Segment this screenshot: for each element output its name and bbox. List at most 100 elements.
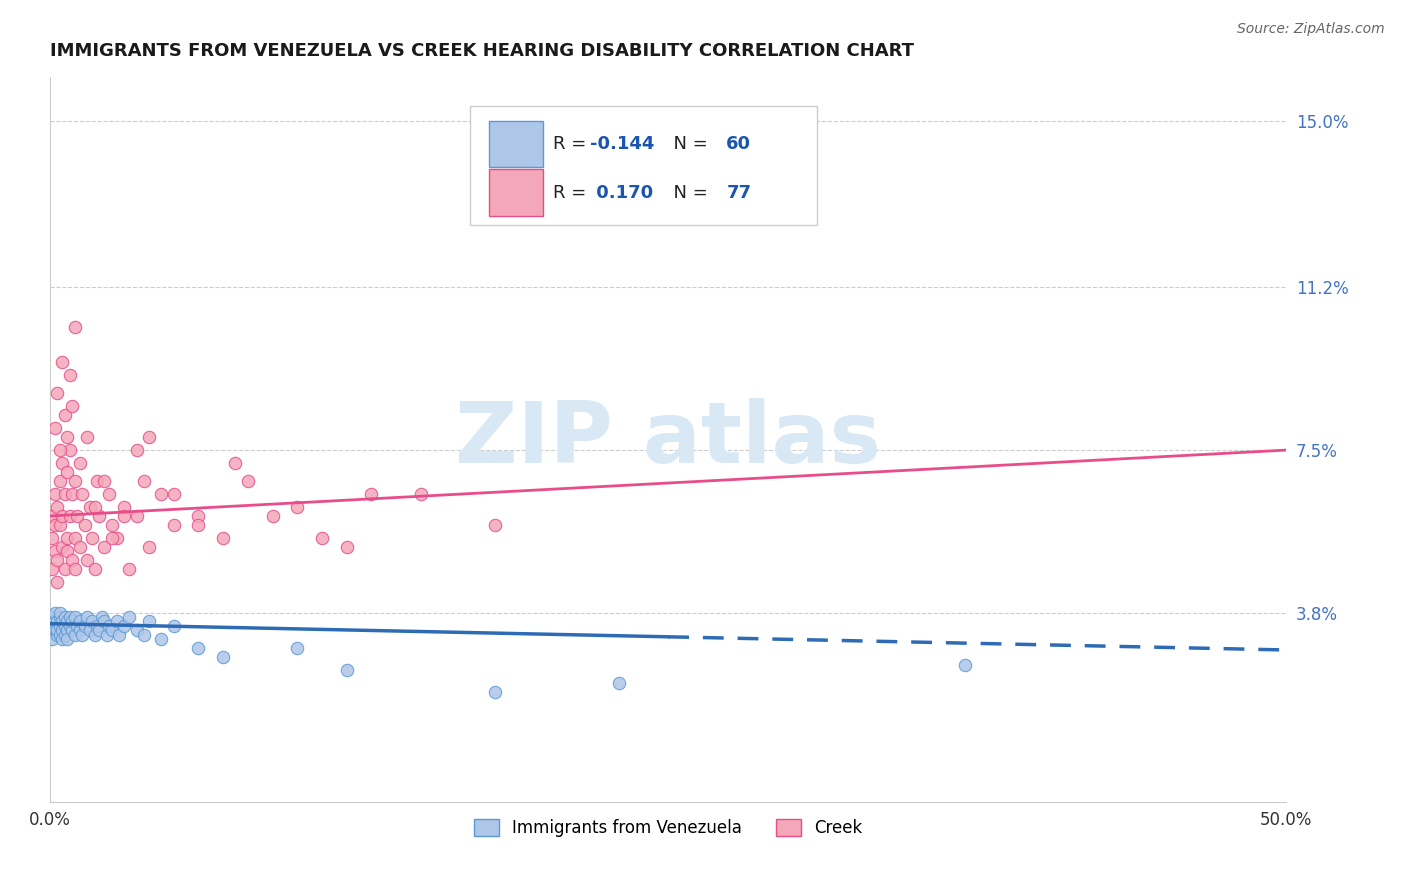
Point: [46, 624, 69, 638]
Point: [187, 640, 209, 655]
Point: [89, 508, 111, 523]
Point: [63, 320, 86, 334]
Point: [93, 540, 115, 554]
Text: R =: R =: [553, 135, 592, 153]
Point: [138, 540, 160, 554]
Point: [56, 615, 79, 629]
Point: [59, 368, 82, 383]
Point: [80, 615, 103, 629]
Point: [44, 606, 66, 620]
Point: [44, 624, 66, 638]
Point: [51, 355, 73, 369]
Point: [49, 474, 72, 488]
Point: [63, 627, 86, 641]
Point: [56, 544, 79, 558]
Point: [49, 517, 72, 532]
Point: [44, 615, 66, 629]
Point: [56, 430, 79, 444]
Point: [44, 421, 66, 435]
Point: [51, 615, 73, 629]
Point: [69, 456, 91, 470]
Point: [101, 624, 124, 638]
Point: [41, 562, 63, 576]
Point: [46, 386, 69, 401]
Point: [46, 627, 69, 641]
Point: [112, 508, 135, 523]
Point: [41, 619, 63, 633]
Point: [53, 562, 76, 576]
Point: [51, 508, 73, 523]
Point: [41, 508, 63, 523]
Text: R =: R =: [553, 184, 592, 202]
Point: [150, 487, 173, 501]
Point: [484, 517, 506, 532]
Point: [101, 517, 124, 532]
Point: [89, 624, 111, 638]
Point: [607, 676, 630, 690]
Point: [132, 474, 155, 488]
Point: [41, 531, 63, 545]
Point: [132, 627, 155, 641]
Point: [56, 632, 79, 646]
Point: [56, 624, 79, 638]
Point: [162, 619, 184, 633]
Point: [46, 615, 69, 629]
Point: [49, 443, 72, 458]
Point: [51, 540, 73, 554]
Point: [125, 624, 148, 638]
Point: [69, 615, 91, 629]
Point: [59, 619, 82, 633]
Text: 0.170: 0.170: [591, 184, 654, 202]
Point: [59, 443, 82, 458]
Point: [53, 619, 76, 633]
Point: [311, 531, 333, 545]
Point: [336, 663, 359, 677]
Point: [66, 508, 89, 523]
Point: [162, 487, 184, 501]
Point: [118, 562, 141, 576]
Point: [49, 627, 72, 641]
Text: 77: 77: [727, 184, 751, 202]
Point: [93, 474, 115, 488]
Point: [105, 615, 128, 629]
Point: [60, 399, 83, 413]
Point: [60, 615, 83, 629]
Point: [125, 508, 148, 523]
Point: [49, 606, 72, 620]
Point: [118, 610, 141, 624]
Point: [187, 508, 209, 523]
Point: [60, 624, 83, 638]
Point: [336, 540, 359, 554]
Legend: Immigrants from Venezuela, Creek: Immigrants from Venezuela, Creek: [467, 813, 869, 844]
Point: [44, 517, 66, 532]
Point: [80, 531, 103, 545]
Point: [63, 562, 86, 576]
Point: [86, 619, 108, 633]
Point: [60, 553, 83, 567]
Point: [83, 562, 105, 576]
Point: [51, 624, 73, 638]
Point: [63, 610, 86, 624]
Point: [212, 649, 235, 664]
Point: [46, 500, 69, 515]
Point: [262, 508, 284, 523]
Point: [96, 627, 118, 641]
Point: [56, 531, 79, 545]
Point: [76, 430, 98, 444]
Point: [138, 615, 160, 629]
Point: [79, 500, 101, 515]
Point: [41, 632, 63, 646]
FancyBboxPatch shape: [489, 169, 543, 216]
Text: ZIP atlas: ZIP atlas: [456, 398, 882, 481]
Point: [63, 531, 86, 545]
Point: [236, 474, 259, 488]
Point: [44, 487, 66, 501]
Point: [138, 430, 160, 444]
Text: N =: N =: [662, 135, 713, 153]
Point: [83, 627, 105, 641]
Point: [56, 465, 79, 479]
Point: [69, 540, 91, 554]
Text: 60: 60: [727, 135, 751, 153]
Text: -0.144: -0.144: [591, 135, 655, 153]
Point: [224, 456, 246, 470]
